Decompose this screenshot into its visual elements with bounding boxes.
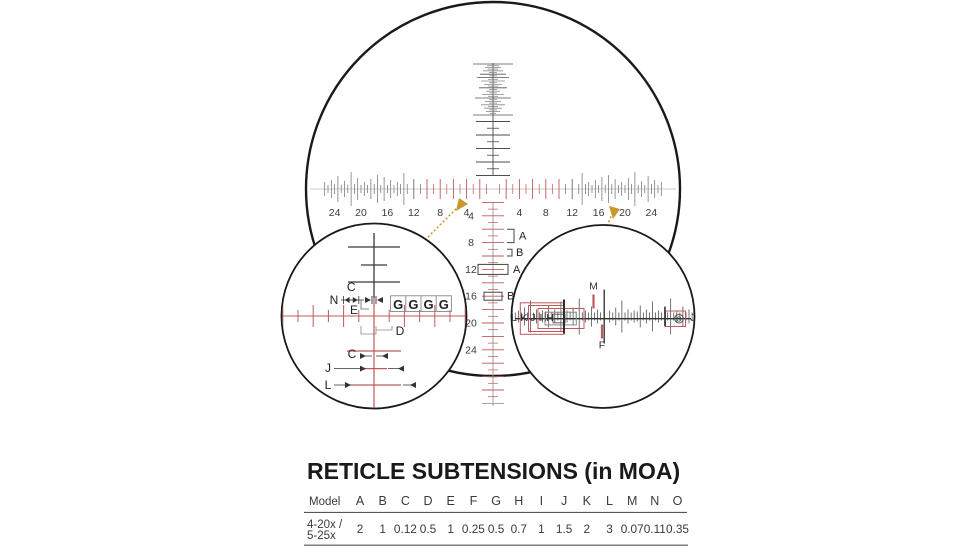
svg-text:C: C [347,280,356,294]
svg-text:24: 24 [329,207,341,219]
svg-text:K: K [520,312,527,324]
svg-text:G: G [408,297,418,312]
svg-text:1: 1 [447,522,454,536]
svg-text:0.25: 0.25 [462,522,485,536]
svg-text:12: 12 [408,207,420,219]
svg-text:1: 1 [379,522,386,536]
svg-text:1.5: 1.5 [556,522,573,536]
svg-text:0.35: 0.35 [666,522,689,536]
svg-text:24: 24 [465,344,477,356]
svg-text:4: 4 [464,207,470,219]
svg-text:RETICLE SUBTENSIONS (in MOA): RETICLE SUBTENSIONS (in MOA) [307,458,680,484]
svg-text:A: A [519,230,527,242]
svg-text:0.5: 0.5 [488,522,505,536]
svg-text:J: J [325,361,331,375]
svg-text:G: G [393,297,403,312]
svg-text:K: K [583,494,592,508]
svg-text:O: O [673,494,683,508]
svg-text:8: 8 [437,207,443,219]
svg-text:N: N [650,494,659,508]
svg-text:3: 3 [606,522,613,536]
svg-text:E: E [447,494,455,508]
svg-text:8: 8 [468,237,474,249]
svg-text:24: 24 [646,207,658,219]
svg-text:12: 12 [566,207,578,219]
svg-text:D: D [423,494,432,508]
svg-text:Model: Model [309,496,340,508]
svg-text:0.07: 0.07 [621,522,644,536]
svg-text:N: N [330,293,339,307]
svg-text:E: E [350,303,358,317]
svg-text:A: A [356,494,365,508]
svg-text:0.11: 0.11 [644,522,666,536]
svg-text:G: G [439,297,449,312]
svg-text:F: F [470,494,478,508]
svg-text:8: 8 [543,207,549,219]
svg-text:O: O [676,317,682,324]
svg-text:M: M [589,281,598,293]
svg-text:H: H [546,312,554,324]
svg-text:I: I [540,312,543,324]
svg-text:B: B [379,494,387,508]
svg-text:16: 16 [593,207,605,219]
svg-text:2: 2 [584,522,591,536]
svg-text:L: L [325,378,332,392]
svg-text:0.5: 0.5 [420,522,437,536]
svg-text:A: A [513,264,521,276]
svg-text:20: 20 [619,207,631,219]
svg-text:G: G [491,494,501,508]
svg-text:2: 2 [357,522,364,536]
svg-text:I: I [540,494,543,508]
svg-text:C: C [348,347,357,361]
svg-text:20: 20 [355,207,367,219]
svg-text:1: 1 [538,522,545,536]
svg-text:J: J [530,312,535,324]
svg-text:12: 12 [465,264,477,276]
svg-text:G: G [424,297,434,312]
svg-text:H: H [514,494,523,508]
svg-text:16: 16 [382,207,394,219]
svg-text:F: F [599,340,605,352]
svg-text:4: 4 [516,207,522,219]
svg-text:J: J [561,494,567,508]
svg-text:M: M [627,494,637,508]
svg-text:D: D [396,324,405,338]
svg-text:C: C [401,494,410,508]
svg-text:0.7: 0.7 [511,522,527,536]
svg-text:B: B [516,247,523,259]
svg-text:0.12: 0.12 [394,522,417,536]
svg-text:5-25x: 5-25x [307,530,336,542]
svg-text:16: 16 [465,291,477,303]
svg-text:L: L [606,494,613,508]
